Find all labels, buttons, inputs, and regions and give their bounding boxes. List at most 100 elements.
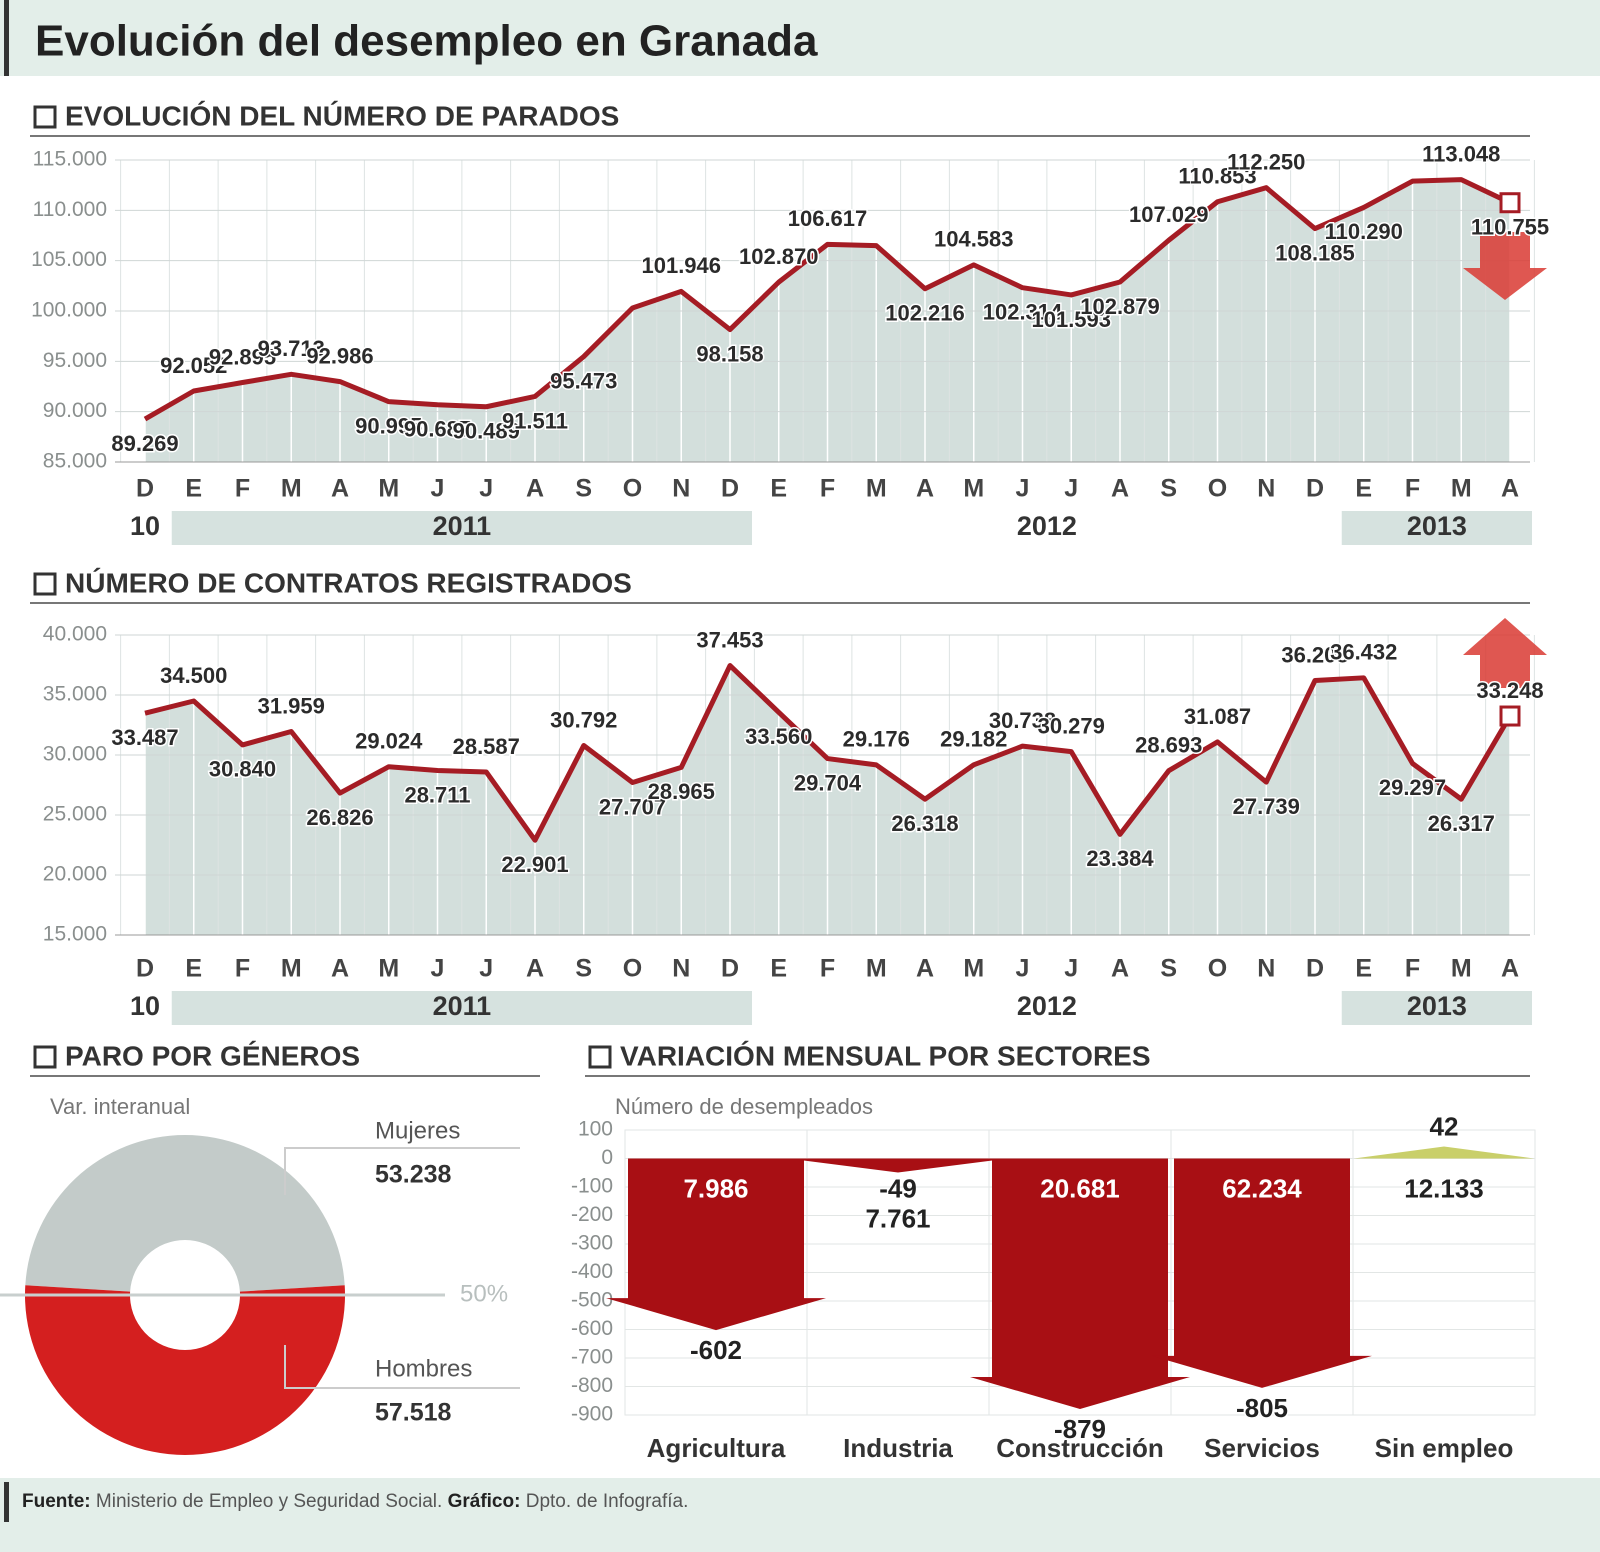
value-label: 37.453: [696, 627, 763, 652]
x-tick-label: F: [820, 475, 835, 503]
x-tick-label: J: [479, 475, 493, 503]
value-label: 110.853: [1178, 164, 1256, 189]
value-label: 113.048: [1422, 141, 1500, 166]
value-label: 92.895: [209, 344, 276, 369]
section-icon: [33, 572, 57, 596]
value-label: 28.965: [648, 779, 715, 804]
x-tick-label: M: [378, 475, 399, 503]
x-tick-label: A: [916, 955, 934, 983]
x-tick-label: M: [281, 955, 302, 983]
year-band: [1341, 511, 1532, 545]
value-label: 30.738: [989, 708, 1056, 733]
y-tick-label: 30.000: [43, 743, 107, 766]
bar: [1354, 1146, 1534, 1159]
x-tick-label: N: [672, 955, 690, 983]
section-icon: [33, 105, 57, 129]
x-tick-label: D: [721, 955, 739, 983]
x-tick-label: Construcción: [996, 1433, 1164, 1463]
x-tick-label: Industria: [843, 1433, 953, 1463]
value-label: 92.986: [306, 343, 373, 368]
x-tick-label: A: [526, 475, 544, 503]
x-tick-label: J: [1016, 475, 1030, 503]
x-tick-label: J: [1064, 955, 1078, 983]
value-label: 30.279: [1038, 713, 1105, 738]
x-tick-label: D: [1306, 475, 1324, 503]
value-label: 90.489: [453, 419, 520, 444]
y-tick-label: 115.000: [33, 148, 107, 171]
section-title: EVOLUCIÓN DEL NÚMERO DE PARADOS: [65, 100, 619, 131]
y-tick-label: 20.000: [43, 863, 107, 886]
y-tick-label: 100.000: [31, 299, 107, 322]
y-tick-label: 95.000: [43, 349, 107, 372]
value-label: 34.500: [160, 663, 227, 688]
source-label: Fuente:: [22, 1491, 91, 1512]
main-title: Evolución del desempleo en Granada: [35, 17, 818, 66]
section-title: VARIACIÓN MENSUAL POR SECTORES: [620, 1040, 1151, 1071]
value-label: 22.901: [501, 852, 568, 877]
x-tick-label: E: [1355, 475, 1372, 503]
value-label: 102.879: [1080, 294, 1160, 319]
value-label: 26.317: [1428, 811, 1495, 836]
value-label: 112.250: [1227, 149, 1305, 174]
value-label: 98.158: [696, 341, 763, 366]
x-tick-label: M: [1451, 955, 1472, 983]
value-label: 90.995: [355, 413, 422, 438]
y-tick-label: -400: [571, 1260, 613, 1283]
footer-band: [0, 1478, 1600, 1552]
value-label: 26.318: [891, 811, 958, 836]
x-tick-label: F: [235, 475, 250, 503]
x-tick-label: F: [1405, 475, 1420, 503]
value-label: 27.739: [1233, 794, 1300, 819]
value-label: 101.946: [641, 253, 721, 278]
y-tick-label: 85.000: [43, 450, 107, 473]
value-label: 93.713: [258, 336, 325, 361]
total-label: 20.681: [1040, 1173, 1120, 1203]
x-tick-label: D: [1306, 955, 1324, 983]
x-tick-label: S: [1160, 475, 1177, 503]
y-tick-label: -900: [571, 1403, 613, 1426]
graphic: Dpto. de Infografía.: [526, 1491, 689, 1512]
value-label: 42: [1430, 1111, 1459, 1141]
year-band: [1341, 991, 1532, 1025]
value-label: 29.024: [355, 729, 423, 754]
y-tick-label: -600: [571, 1317, 613, 1340]
value-label: 26.826: [306, 805, 373, 830]
x-tick-label: A: [331, 955, 349, 983]
section-title: NÚMERO DE CONTRATOS REGISTRADOS: [65, 567, 632, 598]
year-label: 2011: [433, 991, 492, 1021]
source: Ministerio de Empleo y Seguridad Social.: [96, 1491, 442, 1512]
x-tick-label: S: [575, 475, 592, 503]
value-label: -602: [690, 1335, 742, 1365]
header-band: [0, 0, 1600, 76]
year-band: [171, 991, 752, 1025]
donut-slice: [25, 1135, 345, 1292]
bar: [606, 1158, 826, 1331]
x-tick-label: Agricultura: [647, 1433, 786, 1463]
value-label: 31.087: [1184, 704, 1251, 729]
value-label: 106.617: [788, 206, 868, 231]
leader-line: [284, 1147, 520, 1195]
leader-line: [284, 1345, 520, 1389]
y-tick-label: 25.000: [43, 803, 107, 826]
end-marker: [1499, 192, 1521, 214]
x-tick-label: J: [1064, 475, 1078, 503]
year-band: [171, 511, 752, 545]
x-tick-label: A: [1111, 955, 1129, 983]
x-tick-label: M: [1451, 475, 1472, 503]
x-tick-label: J: [1016, 955, 1030, 983]
x-tick-label: E: [770, 475, 787, 503]
value-label: -805: [1236, 1393, 1288, 1423]
value-label: 27.707: [599, 794, 666, 819]
section-title: PARO POR GÉNEROS: [65, 1040, 360, 1071]
end-marker: [1499, 705, 1521, 727]
value-label: 28.587: [453, 734, 520, 759]
value-label: 30.840: [209, 757, 276, 782]
year-label: 2013: [1407, 511, 1467, 541]
x-tick-label: A: [1501, 955, 1519, 983]
x-tick-label: F: [235, 955, 250, 983]
header-bar: [4, 0, 9, 76]
value-label: 29.704: [794, 770, 862, 795]
value-label: 33.560: [745, 724, 812, 749]
value-label: 90.687: [404, 417, 471, 442]
value-label: 110.290: [1325, 219, 1403, 244]
